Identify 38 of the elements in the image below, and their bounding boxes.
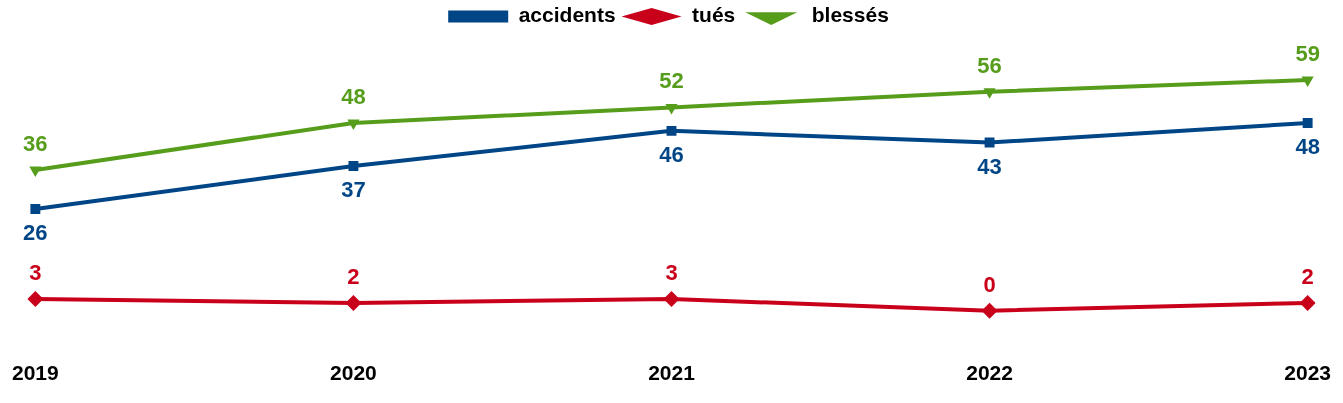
point bbox=[665, 103, 678, 115]
data-label: 59 bbox=[1295, 41, 1320, 67]
x-tick-label: 2023 bbox=[1284, 361, 1331, 385]
data-label: 48 bbox=[1295, 134, 1320, 160]
data-label: 52 bbox=[659, 68, 684, 94]
point bbox=[1301, 76, 1314, 88]
point bbox=[984, 137, 995, 148]
data-label: 43 bbox=[977, 153, 1002, 179]
point bbox=[981, 302, 998, 319]
data-label: 2 bbox=[347, 263, 360, 289]
point bbox=[666, 125, 677, 136]
data-label: 56 bbox=[977, 52, 1002, 78]
point bbox=[27, 290, 44, 307]
data-label: 2 bbox=[1301, 263, 1314, 289]
data-label: 26 bbox=[23, 220, 48, 246]
x-tick-label: 2022 bbox=[966, 361, 1013, 385]
point bbox=[29, 166, 42, 177]
x-tick-label: 2019 bbox=[12, 361, 59, 385]
point bbox=[663, 290, 680, 307]
legend-label: accidents bbox=[518, 3, 616, 27]
point bbox=[30, 204, 41, 214]
data-label: 37 bbox=[341, 177, 366, 203]
legend-label: blessés bbox=[811, 3, 889, 27]
point bbox=[345, 294, 362, 311]
point bbox=[1302, 118, 1313, 128]
data-label: 3 bbox=[29, 260, 42, 286]
data-label: 48 bbox=[341, 84, 366, 110]
data-label: 3 bbox=[665, 260, 678, 286]
point bbox=[983, 88, 996, 99]
point bbox=[348, 161, 359, 171]
x-tick-label: 2021 bbox=[648, 361, 696, 385]
x-tick-label: 2020 bbox=[330, 361, 377, 385]
data-label: 36 bbox=[23, 131, 48, 156]
data-label: 0 bbox=[983, 271, 996, 297]
point bbox=[1299, 294, 1316, 311]
data-label: 46 bbox=[659, 141, 684, 167]
legend-label: tués bbox=[692, 3, 736, 27]
point bbox=[347, 119, 360, 131]
